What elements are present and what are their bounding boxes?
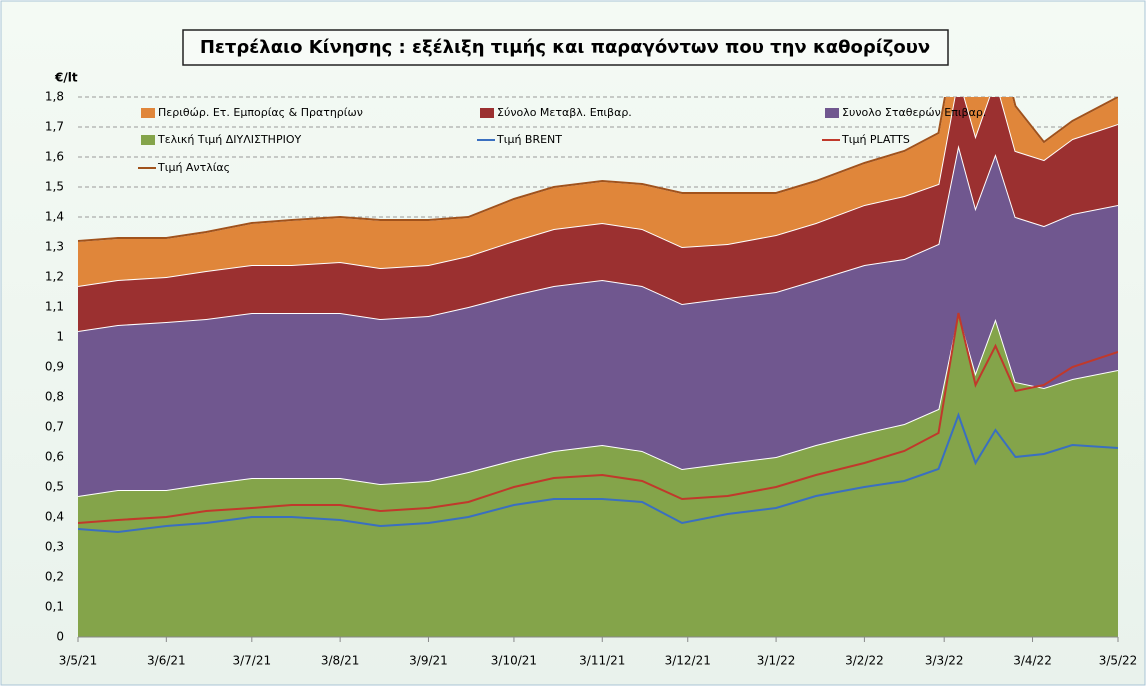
y-tick-label: 0,5 xyxy=(45,480,64,494)
x-tick-label: 3/5/22 xyxy=(1099,654,1138,668)
legend: Περιθώρ. Ετ. Εμπορίας & Πρατηρίων Σύνολο … xyxy=(138,106,986,174)
x-tick-label: 3/6/21 xyxy=(147,654,186,668)
y-tick-label: 1,4 xyxy=(45,210,64,224)
y-tick-label: 0,1 xyxy=(45,600,64,614)
stacked-area xyxy=(78,97,1118,331)
stacked-area xyxy=(78,145,1118,496)
y-axis-label: €/lt xyxy=(54,71,78,85)
x-tick-label: 3/1/22 xyxy=(757,654,796,668)
legend-label: Περιθώρ. Ετ. Εμπορίας & Πρατηρίων xyxy=(158,106,363,119)
legend-label: Σύνολο Μεταβλ. Επιβαρ. xyxy=(497,106,632,119)
x-tick-label: 3/5/21 xyxy=(59,654,98,668)
x-tick-label: 3/3/22 xyxy=(925,654,964,668)
x-tick-label: 3/12/21 xyxy=(665,654,711,668)
y-tick-label: 1,2 xyxy=(45,270,64,284)
line xyxy=(78,97,1118,242)
y-tick-label: 0,2 xyxy=(45,570,64,584)
legend-label: Τιμή Αντλίας xyxy=(157,161,230,174)
title-box xyxy=(182,29,949,66)
x-tick-label: 3/9/21 xyxy=(409,654,448,668)
legend-swatch xyxy=(141,108,155,118)
x-tick-label: 3/2/22 xyxy=(845,654,884,668)
stacked-area xyxy=(78,97,1118,286)
y-tick-label: 0,6 xyxy=(45,450,64,464)
y-tick-label: 0,7 xyxy=(45,420,64,434)
x-tick-label: 3/4/22 xyxy=(1013,654,1052,668)
chart-title: Πετρέλαιο Κίνησης : εξέλιξη τιμής και πα… xyxy=(200,37,930,58)
x-tick-label: 3/8/21 xyxy=(321,654,360,668)
legend-swatch xyxy=(480,108,494,118)
y-tick-label: 1,5 xyxy=(45,180,64,194)
y-tick-label: 1,8 xyxy=(45,90,64,104)
y-tick-label: 1 xyxy=(56,330,64,344)
legend-swatch xyxy=(141,135,155,145)
x-tick-label: 3/10/21 xyxy=(491,654,537,668)
y-tick-label: 0 xyxy=(56,630,64,644)
y-tick-label: 0,8 xyxy=(45,390,64,404)
y-tick-label: 1,7 xyxy=(45,120,64,134)
legend-label: Τιμή PLATTS xyxy=(841,133,910,146)
y-tick-label: 1,6 xyxy=(45,150,64,164)
line xyxy=(78,312,1118,524)
legend-swatch xyxy=(825,108,839,118)
y-tick-label: 0,9 xyxy=(45,360,64,374)
legend-label: Τιμή BRENT xyxy=(496,133,562,146)
y-tick-label: 0,4 xyxy=(45,510,64,524)
legend-label: Τελική Τιμή ΔΙΥΛΙΣΤΗΡΙΟΥ xyxy=(157,133,301,146)
plot-area xyxy=(78,97,1118,637)
line xyxy=(78,412,1118,534)
y-tick-label: 1,1 xyxy=(45,300,64,314)
y-tick-label: 1,3 xyxy=(45,240,64,254)
legend-label: Συνολο Σταθερών Επιβαρ. xyxy=(842,106,986,119)
x-tick-label: 3/11/21 xyxy=(579,654,625,668)
y-tick-label: 0,3 xyxy=(45,540,64,554)
axes: 0 0,1 0,2 0,3 0,4 0,5 0,6 0,7 0,8 0,9 1 1,1 1,2 1,3 1,… xyxy=(45,90,1137,668)
x-tick-label: 3/7/21 xyxy=(232,654,271,668)
